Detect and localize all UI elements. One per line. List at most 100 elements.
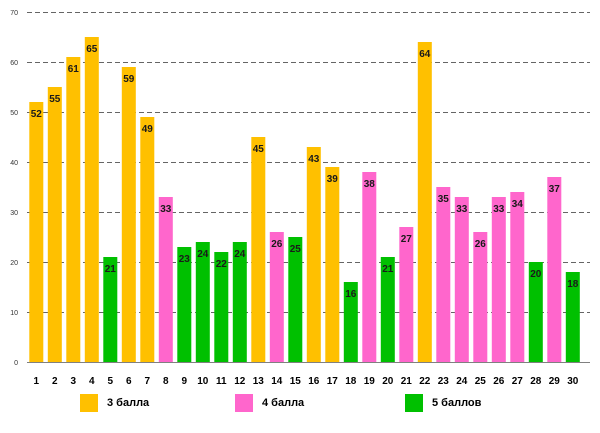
data-label-12: 24 (234, 249, 246, 260)
data-label-20: 21 (382, 264, 394, 275)
data-labels: 52 55 61 65 21 59 49 33 23 24 22 24 45 26 25 43 39 16 38 21… (31, 44, 579, 300)
y-tick-label: 20 (10, 260, 18, 267)
legend-item-4-points: 4 балла (235, 394, 304, 412)
x-tick-label-5: 5 (108, 376, 114, 387)
data-label-9: 23 (179, 254, 191, 265)
bar-15 (288, 237, 303, 362)
bar-4 (84, 37, 99, 362)
bar-9 (177, 247, 192, 362)
x-tick-label-23: 23 (438, 376, 450, 387)
x-tick-label-14: 14 (271, 376, 283, 387)
y-tick-label: 0 (14, 360, 18, 367)
x-tick-label-22: 22 (419, 376, 431, 387)
data-label-6: 59 (123, 74, 135, 85)
data-label-29: 37 (549, 184, 561, 195)
x-tick-label-2: 2 (52, 376, 58, 387)
x-tick-label-16: 16 (308, 376, 320, 387)
bar-30 (565, 272, 580, 362)
bar-26 (491, 197, 506, 362)
x-tick-label-18: 18 (345, 376, 357, 387)
bar-1 (29, 102, 44, 362)
x-tick-label-8: 8 (163, 376, 169, 387)
bar-11 (214, 252, 229, 362)
x-tick-label-13: 13 (253, 376, 265, 387)
bar-21 (399, 227, 414, 362)
data-label-8: 33 (160, 204, 172, 215)
data-label-22: 64 (419, 49, 431, 60)
y-tick-label: 30 (10, 210, 18, 217)
bar-13 (251, 137, 266, 362)
x-tick-label-6: 6 (126, 376, 132, 387)
x-tick-label-29: 29 (549, 376, 561, 387)
bar-14 (269, 232, 284, 362)
x-tick-label-27: 27 (512, 376, 524, 387)
data-label-11: 22 (216, 259, 228, 270)
legend-label-4-points: 4 балла (262, 397, 305, 409)
bar-22 (417, 42, 432, 362)
legend-swatch-3-points (80, 394, 98, 412)
data-label-14: 26 (271, 239, 283, 250)
data-label-21: 27 (401, 234, 413, 245)
bar-5 (103, 257, 118, 362)
x-tick-label-19: 19 (364, 376, 376, 387)
x-tick-label-28: 28 (530, 376, 542, 387)
bar-2 (47, 87, 62, 362)
bar-27 (510, 192, 525, 362)
x-tick-label-24: 24 (456, 376, 468, 387)
bar-28 (528, 262, 543, 362)
data-label-26: 33 (493, 204, 505, 215)
data-label-23: 35 (438, 194, 450, 205)
bar-24 (454, 197, 469, 362)
data-label-1: 52 (31, 109, 43, 120)
x-tick-label-15: 15 (290, 376, 302, 387)
bar-7 (140, 117, 155, 362)
legend-item-3-points: 3 балла (80, 394, 149, 412)
bar-18 (343, 282, 358, 362)
x-tick-label-7: 7 (145, 376, 151, 387)
legend-swatch-4-points (235, 394, 253, 412)
bar-17 (325, 167, 340, 362)
legend-swatch-5-points (405, 394, 423, 412)
data-label-4: 65 (86, 44, 98, 55)
data-label-16: 43 (308, 154, 320, 165)
y-axis-ticks: 0 10 20 30 40 50 60 70 (10, 10, 18, 367)
bar-6 (121, 67, 136, 362)
data-label-28: 20 (530, 269, 542, 280)
x-tick-label-26: 26 (493, 376, 505, 387)
x-tick-label-1: 1 (34, 376, 40, 387)
x-tick-label-10: 10 (197, 376, 209, 387)
legend: 3 балла 4 балла 5 баллов (0, 394, 600, 420)
legend-item-5-points: 5 баллов (405, 394, 481, 412)
y-tick-label: 50 (10, 110, 18, 117)
data-label-19: 38 (364, 179, 376, 190)
data-label-27: 34 (512, 199, 524, 210)
y-tick-label: 60 (10, 60, 18, 67)
data-label-25: 26 (475, 239, 487, 250)
bar-25 (473, 232, 488, 362)
x-tick-label-3: 3 (71, 376, 77, 387)
data-label-2: 55 (49, 94, 61, 105)
bar-29 (547, 177, 562, 362)
data-label-15: 25 (290, 244, 302, 255)
data-label-17: 39 (327, 174, 339, 185)
bar-3 (66, 57, 81, 362)
x-tick-label-11: 11 (216, 376, 227, 387)
x-tick-label-30: 30 (567, 376, 579, 387)
bar-8 (158, 197, 173, 362)
data-label-10: 24 (197, 249, 209, 260)
bars (29, 37, 580, 362)
bar-19 (362, 172, 377, 362)
data-label-3: 61 (68, 64, 80, 75)
bar-20 (380, 257, 395, 362)
legend-label-5-points: 5 баллов (432, 397, 482, 409)
bar-12 (232, 242, 247, 362)
y-tick-label: 70 (10, 10, 18, 17)
y-tick-label: 10 (10, 310, 18, 317)
bar-16 (306, 147, 321, 362)
x-tick-label-17: 17 (327, 376, 339, 387)
y-tick-label: 40 (10, 160, 18, 167)
data-label-5: 21 (105, 264, 117, 275)
data-label-18: 16 (345, 289, 357, 300)
data-label-7: 49 (142, 124, 154, 135)
